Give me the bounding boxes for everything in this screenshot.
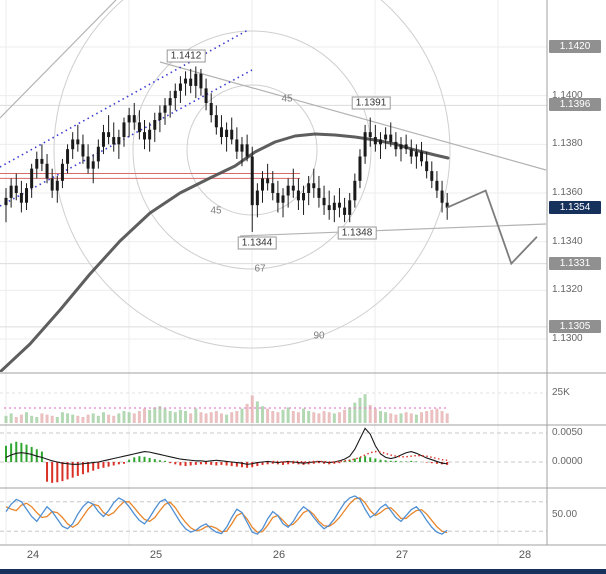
chart-canvas[interactable] (0, 0, 606, 574)
trading-chart-window: 1.1400 1.1380 1.1360 1.1340 1.1320 1.1300 1.14… (0, 0, 606, 574)
